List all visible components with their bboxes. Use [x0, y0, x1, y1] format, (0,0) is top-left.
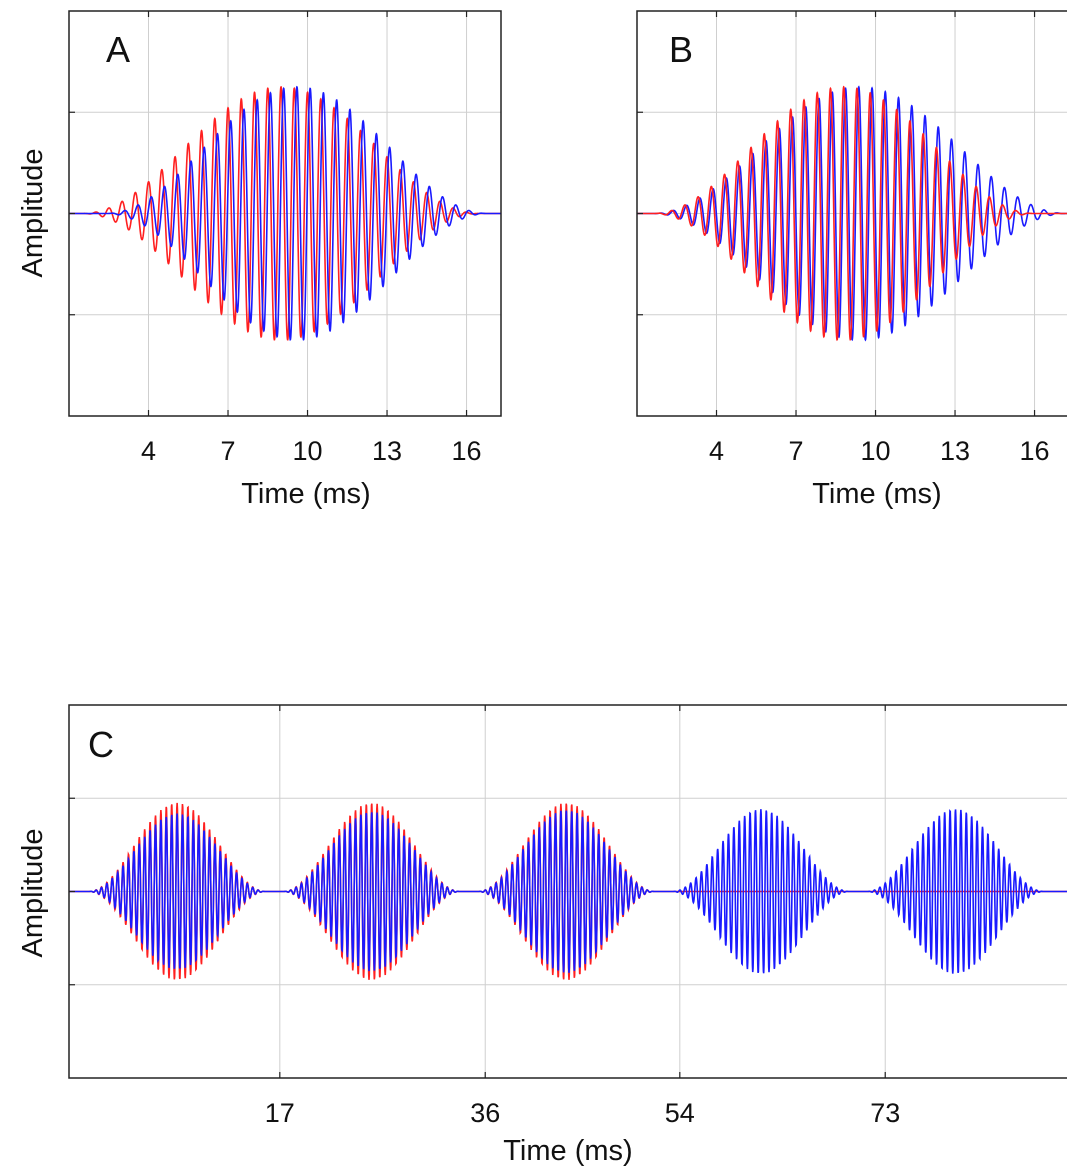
panel-b: 4 7 10 13 16 B Time (ms) — [636, 10, 1067, 510]
panel-c-x-tick-label: 17 — [265, 1098, 295, 1128]
panel-b-series-line-2 — [637, 85, 1067, 342]
panel-b-x-tick-label: 16 — [1020, 436, 1050, 466]
panel-b-x-tick-label: 4 — [709, 436, 724, 466]
panel-b-x-tick-label: 7 — [789, 436, 804, 466]
panel-c-x-tick-label: 54 — [665, 1098, 695, 1128]
panel-b-series — [637, 85, 1067, 342]
panel-a-series — [69, 85, 501, 341]
panel-a-label: A — [106, 29, 130, 70]
panel-a-x-axis-label: Time (ms) — [241, 478, 370, 510]
panel-c-label: C — [88, 724, 114, 765]
panel-a-x-tick-label: 4 — [141, 436, 156, 466]
panel-b-x-tick-label: 10 — [861, 436, 891, 466]
panel-c-x-ticks: 17 36 54 73 — [69, 705, 900, 1128]
panel-a-series-line-2 — [69, 85, 501, 341]
panel-c-x-tick-label: 36 — [470, 1098, 500, 1128]
panel-c-grid — [69, 705, 1067, 1078]
panel-a-x-tick-label: 13 — [372, 436, 402, 466]
panel-a: 4 7 10 13 16 A Time (ms) Amplitude — [17, 10, 502, 510]
panel-a-x-tick-label: 16 — [452, 436, 482, 466]
panel-c: 17 36 54 73 C Time (ms) Amplitude — [17, 704, 1067, 1167]
panel-c-y-axis-label: Amplitude — [17, 829, 49, 958]
panel-c-series — [69, 802, 1067, 980]
panel-b-series-line-1 — [637, 85, 1067, 342]
panel-a-y-axis-label: Amplitude — [17, 149, 49, 278]
panel-a-series-line-1 — [69, 86, 501, 341]
panel-a-x-tick-label: 10 — [293, 436, 323, 466]
panel-c-x-axis-label: Time (ms) — [503, 1135, 632, 1167]
panel-b-x-axis-label: Time (ms) — [812, 478, 941, 510]
panel-c-x-tick-label: 73 — [870, 1098, 900, 1128]
panel-c-series-line-2 — [69, 809, 1067, 974]
panel-b-x-tick-label: 13 — [940, 436, 970, 466]
panel-a-x-ticks: 4 7 10 13 16 — [69, 11, 482, 466]
panel-b-label: B — [669, 29, 693, 70]
panel-b-x-ticks: 4 7 10 13 16 — [637, 11, 1050, 466]
panel-a-x-tick-label: 7 — [221, 436, 236, 466]
